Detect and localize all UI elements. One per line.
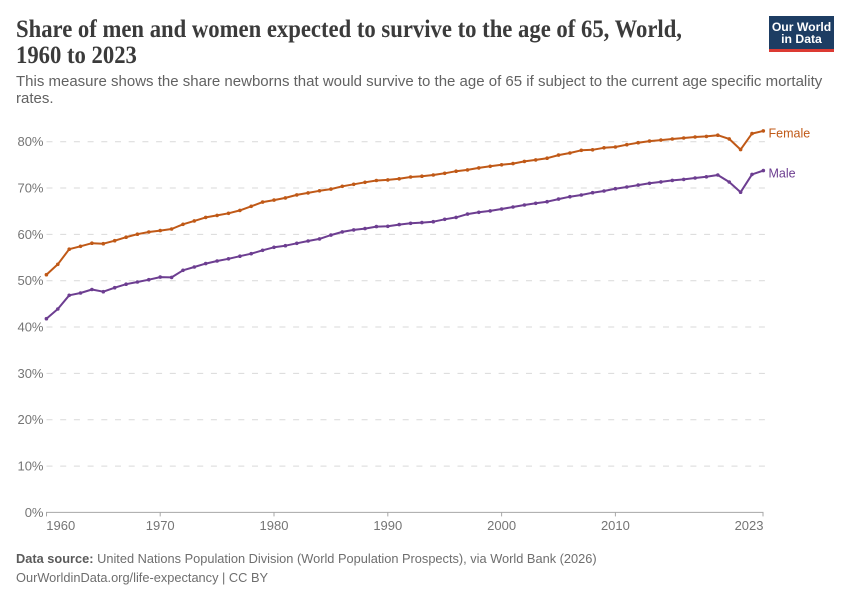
svg-text:70%: 70% xyxy=(17,181,43,196)
svg-text:60%: 60% xyxy=(17,227,43,242)
svg-text:2000: 2000 xyxy=(487,518,516,533)
svg-text:20%: 20% xyxy=(17,412,43,427)
svg-text:Male: Male xyxy=(769,167,796,181)
svg-text:1970: 1970 xyxy=(146,518,175,533)
svg-text:2010: 2010 xyxy=(601,518,630,533)
svg-text:0%: 0% xyxy=(25,505,44,520)
svg-text:30%: 30% xyxy=(17,366,43,381)
svg-text:1960: 1960 xyxy=(46,518,75,533)
svg-text:40%: 40% xyxy=(17,320,43,335)
svg-text:2023: 2023 xyxy=(735,518,764,533)
svg-text:1980: 1980 xyxy=(260,518,289,533)
svg-text:Female: Female xyxy=(769,127,811,141)
svg-text:80%: 80% xyxy=(17,134,43,149)
svg-text:50%: 50% xyxy=(17,273,43,288)
svg-text:10%: 10% xyxy=(17,459,43,474)
svg-text:1990: 1990 xyxy=(373,518,402,533)
